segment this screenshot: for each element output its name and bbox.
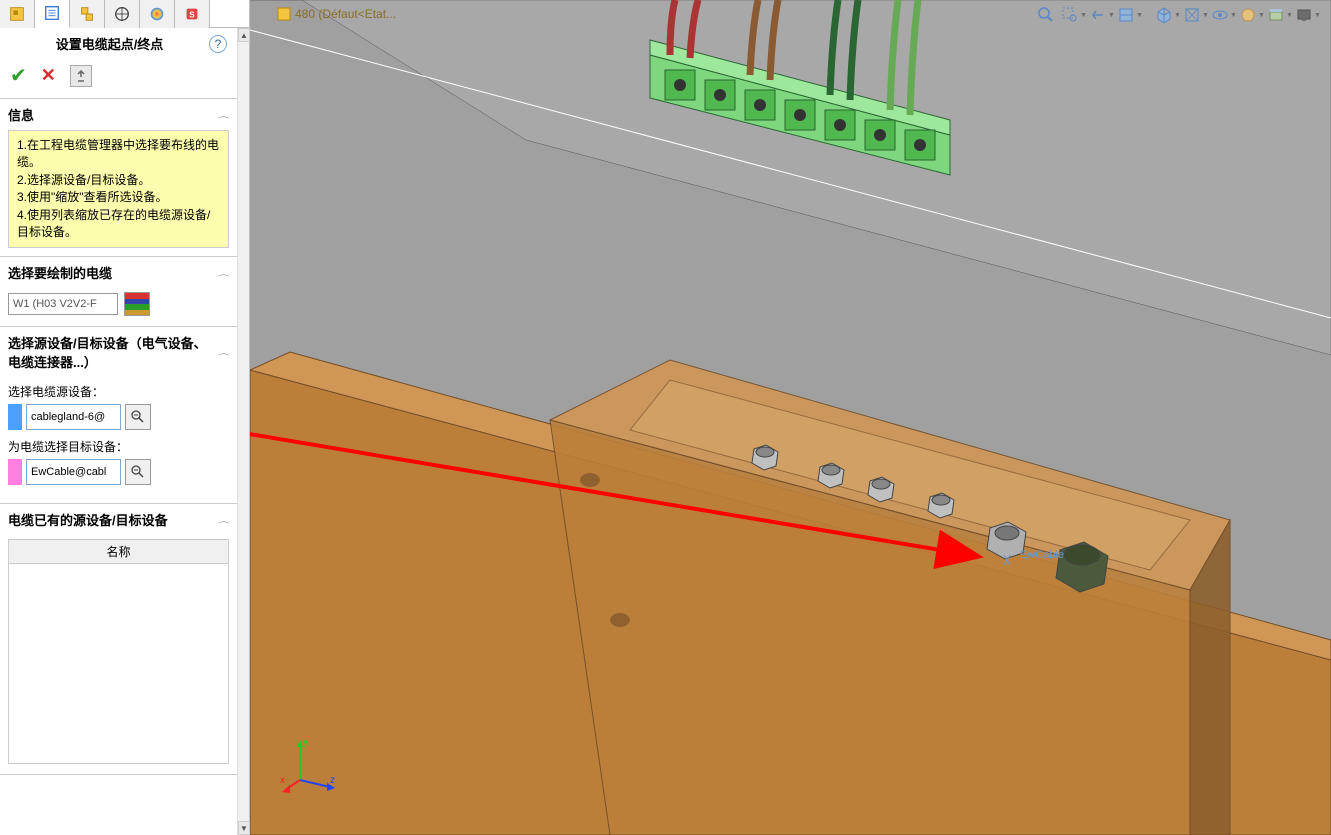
source-label: 选择电缆源设备： [8,383,229,400]
section-select-cable: 选择要绘制的电缆 ︿ [0,257,237,327]
help-icon[interactable]: ? [209,35,227,53]
chevron-up-icon: ︿ [218,110,229,120]
svg-text:x: x [280,775,285,786]
viewport-badge[interactable]: 480 (Défaut<Etat... [276,6,396,22]
zoom-source-button[interactable] [125,404,151,430]
section-existing: 电缆已有的源设备/目标设备 ︿ 名称 [0,504,237,775]
source-device-input[interactable] [26,404,121,430]
view-orientation-icon[interactable]: ▼ [1155,4,1181,26]
apply-scene-icon[interactable]: ▼ [1267,4,1293,26]
zoom-target-button[interactable] [125,459,151,485]
tab-dimxpert[interactable] [105,0,140,28]
3d-scene: EwCable [250,0,1331,835]
axis-triad: y z x [280,735,340,795]
tab-electrical[interactable]: S [175,0,210,28]
prev-view-icon[interactable]: ▼ [1089,4,1115,26]
tab-appearance[interactable] [140,0,175,28]
property-panel: S 设置电缆起点/终点 ? ✔ ✕ 信息 ︿ [0,0,250,835]
display-style-icon[interactable]: ▼ [1183,4,1209,26]
panel-tabs: S [0,0,249,28]
panel-title: 设置电缆起点/终点 [10,34,209,53]
section-info: 信息 ︿ 1.在工程电缆管理器中选择要布线的电缆。 2.选择源设备/目标设备。 … [0,99,237,257]
tab-config[interactable] [70,0,105,28]
scroll-down[interactable]: ▼ [238,821,250,835]
scroll-up[interactable]: ▲ [238,28,250,42]
info-box: 1.在工程电缆管理器中选择要布线的电缆。 2.选择源设备/目标设备。 3.使用"… [8,130,229,248]
table-header-name: 名称 [8,539,229,564]
target-color-tab [8,459,22,485]
section-existing-header[interactable]: 电缆已有的源设备/目标设备 ︿ [0,504,237,535]
svg-text:y: y [303,737,308,748]
zoom-fit-icon[interactable] [1033,4,1059,26]
panel-scrollbar[interactable]: ▲ ▼ [237,28,249,835]
section-select-device: 选择源设备/目标设备（电气设备、电缆连接器...） ︿ 选择电缆源设备： 为电缆… [0,327,237,504]
source-color-tab [8,404,22,430]
chevron-up-icon: ︿ [218,348,229,358]
section-select-cable-header[interactable]: 选择要绘制的电缆 ︿ [0,257,237,288]
ok-button[interactable]: ✔ [10,63,27,88]
viewport-toolbar: ▼ ▼ ▼ ▼ ▼ ▼ ▼ ▼ ▼ [1033,4,1321,26]
tab-property[interactable] [35,0,70,28]
section-select-device-header[interactable]: 选择源设备/目标设备（电气设备、电缆连接器...） ︿ [0,327,237,377]
target-device-input[interactable] [26,459,121,485]
section-info-header[interactable]: 信息 ︿ [0,99,237,130]
cable-input[interactable] [8,293,118,315]
table-body[interactable] [8,564,229,764]
chevron-up-icon: ︿ [218,515,229,525]
action-row: ✔ ✕ [0,59,237,99]
hide-show-icon[interactable]: ▼ [1211,4,1237,26]
chevron-up-icon: ︿ [218,268,229,278]
edit-appearance-icon[interactable]: ▼ [1239,4,1265,26]
cancel-button[interactable]: ✕ [41,65,56,86]
svg-text:z: z [330,775,335,786]
tab-assembly[interactable] [0,0,35,28]
target-label: 为电缆选择目标设备： [8,438,229,455]
enclosure [250,352,1331,835]
section-view-icon[interactable]: ▼ [1117,4,1143,26]
cable-color-swatch[interactable] [124,292,150,316]
annotation-label: EwCable [1020,549,1064,561]
view-settings-icon[interactable]: ▼ [1295,4,1321,26]
3d-viewport[interactable]: EwCable 480 (Défaut<Etat... ▼ ▼ ▼ ▼ ▼ ▼ … [250,0,1331,835]
zoom-area-icon[interactable]: ▼ [1061,4,1087,26]
svg-text:S: S [189,11,195,20]
pin-button[interactable] [70,65,92,87]
